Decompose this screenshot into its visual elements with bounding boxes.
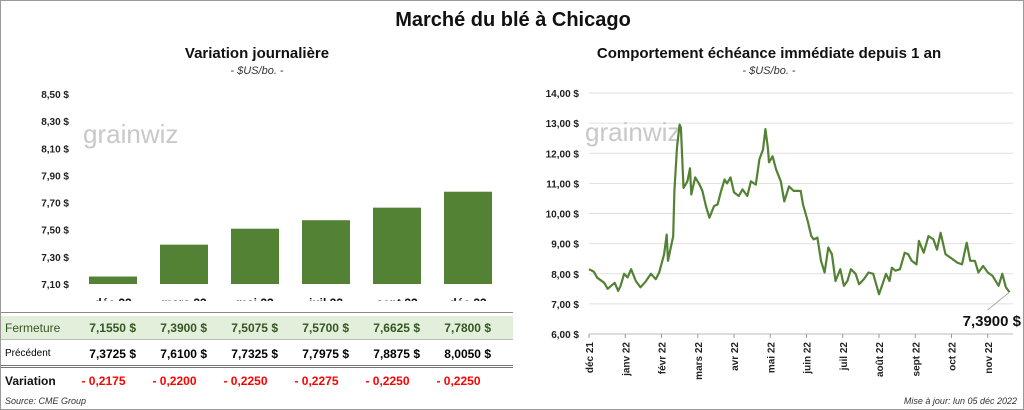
cell: 7,5700 $ <box>302 320 349 335</box>
x-tick-label: déc 21 <box>585 342 596 374</box>
y-tick-label: 7,00 $ <box>551 300 579 311</box>
cell: - 0,2200 <box>152 373 197 388</box>
table-row-variation: Variation - 0,2175 - 0,2200 - 0,2250 - 0… <box>1 369 513 392</box>
x-tick-label: févr 22 <box>658 342 669 375</box>
cell: 7,7325 $ <box>231 346 278 361</box>
divider <box>1 312 513 313</box>
line-chart: 6,00 $ 7,00 $ 8,00 $ 9,00 $ 10,00 $ 11,00 $ 12… <box>546 89 1022 380</box>
y-tick-label: 13,00 $ <box>546 119 580 130</box>
y-tick-label: 14,00 $ <box>546 89 580 100</box>
cell: - 0,2250 <box>436 373 481 388</box>
x-tick-label: mars 23 <box>161 296 207 301</box>
price-line <box>588 123 1011 296</box>
x-tick-label: juin 22 <box>803 342 814 375</box>
bar-chart-unit: - $US/bo. - <box>230 65 284 77</box>
main-title: Marché du blé à Chicago <box>395 9 631 31</box>
row-label: Variation <box>5 373 56 388</box>
table-row-fermeture: Fermeture 7,1550 $ 7,3900 $ 7,5075 $ 7,5… <box>1 316 513 340</box>
y-tick-label: 8,30 $ <box>41 117 69 128</box>
x-tick-label: juil 23 <box>308 296 343 301</box>
y-tick-label: 11,00 $ <box>546 179 579 190</box>
line-chart-unit: - $US/bo. - <box>742 65 796 77</box>
line-chart-title: Comportement échéance immédiate depuis 1… <box>596 45 942 62</box>
bar <box>373 207 421 284</box>
y-tick-label: 6,00 $ <box>551 330 579 341</box>
cell: - 0,2175 <box>81 373 126 388</box>
x-tick-label: nov 22 <box>984 342 995 374</box>
x-tick-label: mai 22 <box>766 342 777 374</box>
cell: 7,1550 $ <box>89 320 136 335</box>
y-tick-label: 12,00 $ <box>546 149 580 160</box>
x-tick-label: sept 23 <box>376 296 418 301</box>
y-tick-label: 10,00 $ <box>546 210 580 221</box>
x-tick-label: déc 23 <box>449 296 487 301</box>
y-tick-label: 8,50 $ <box>41 90 69 101</box>
y-tick-label: 8,10 $ <box>41 144 69 155</box>
y-tick-label: 7,10 $ <box>41 280 69 291</box>
cell: 8,0050 $ <box>444 346 491 361</box>
x-tick-label: mars 22 <box>694 342 705 380</box>
cell: 7,6625 $ <box>373 320 420 335</box>
cell: 7,7975 $ <box>302 346 349 361</box>
y-tick-label: 7,30 $ <box>41 253 69 264</box>
update-note: Mise à jour: lun 05 déc 2022 <box>903 396 1017 406</box>
cell: - 0,2250 <box>365 373 410 388</box>
row-label: Fermeture <box>5 320 61 335</box>
x-tick-label: août 22 <box>875 342 886 377</box>
cell: 7,8875 $ <box>373 346 420 361</box>
watermark-logo: grainwiz <box>585 117 680 147</box>
y-tick-label: 9,00 $ <box>551 240 579 251</box>
cell: - 0,2275 <box>294 373 339 388</box>
x-tick-label: janv 22 <box>621 342 632 377</box>
x-tick-label: avr 22 <box>730 342 741 371</box>
y-tick-label: 7,90 $ <box>41 171 69 182</box>
source-note: Source: CME Group <box>5 396 87 406</box>
cell: 7,5075 $ <box>231 320 278 335</box>
bar <box>231 228 279 284</box>
bar-chart-title: Variation journalière <box>184 45 330 62</box>
table-row-precedent: Précédent 7,3725 $ 7,6100 $ 7,7325 $ 7,7… <box>1 342 513 368</box>
y-tick-label: 7,70 $ <box>41 199 69 210</box>
y-tick-label: 7,50 $ <box>41 226 69 237</box>
x-tick-label: juil 22 <box>839 342 850 372</box>
y-tick-label: 8,00 $ <box>551 270 579 281</box>
watermark-logo: grainwiz <box>83 119 178 149</box>
label-leader <box>987 291 1010 311</box>
cell: 7,3900 $ <box>160 320 207 335</box>
x-tick-label: déc 22 <box>94 296 132 301</box>
row-label: Précédent <box>5 348 51 359</box>
bar <box>444 191 492 284</box>
cell: 7,6100 $ <box>160 346 207 361</box>
x-tick-label: mai 23 <box>236 296 274 301</box>
bar <box>89 276 137 284</box>
bar-chart: grainwiz 7,10 $ 7,30 $ 7,50 $ 7,70 $ 7,90 $ 8,… <box>41 90 492 301</box>
cell: 7,7800 $ <box>444 320 491 335</box>
cell: 7,3725 $ <box>89 346 136 361</box>
bar <box>302 220 350 284</box>
last-value-label: 7,3900 $ <box>963 313 1022 330</box>
x-tick-label: oct 22 <box>948 342 959 371</box>
x-tick-label: sept 22 <box>911 342 922 377</box>
bar <box>160 244 208 284</box>
cell: - 0,2250 <box>223 373 268 388</box>
